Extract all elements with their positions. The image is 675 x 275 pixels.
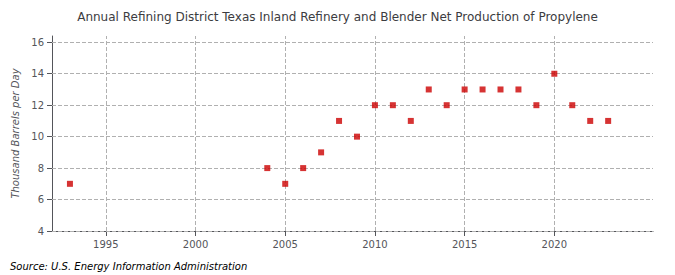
svg-text:2010: 2010 xyxy=(362,239,387,250)
svg-text:12: 12 xyxy=(31,100,44,111)
svg-text:Annual Refining District Texas: Annual Refining District Texas Inland Re… xyxy=(77,10,598,24)
svg-text:4: 4 xyxy=(38,226,44,237)
svg-text:16: 16 xyxy=(31,37,44,48)
svg-text:Source: U.S. Energy Informatio: Source: U.S. Energy Information Administ… xyxy=(10,261,247,272)
svg-text:6: 6 xyxy=(38,194,44,205)
svg-text:2015: 2015 xyxy=(452,239,477,250)
svg-text:10: 10 xyxy=(31,131,44,142)
svg-text:2000: 2000 xyxy=(183,239,208,250)
svg-text:14: 14 xyxy=(31,68,44,79)
svg-text:2020: 2020 xyxy=(542,239,567,250)
svg-text:1995: 1995 xyxy=(93,239,118,250)
svg-text:2005: 2005 xyxy=(272,239,297,250)
svg-text:Thousand Barrels per Day: Thousand Barrels per Day xyxy=(10,67,21,198)
svg-text:8: 8 xyxy=(38,163,44,174)
